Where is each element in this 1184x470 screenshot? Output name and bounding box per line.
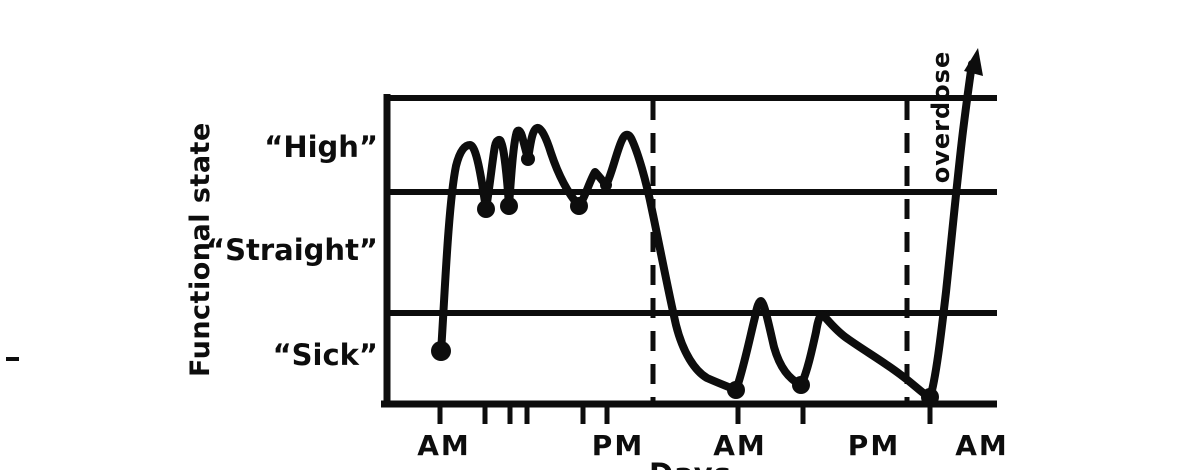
y-label-high: “High” — [264, 130, 378, 164]
injection-dot — [600, 179, 612, 191]
y-label-straight: “Straight” — [206, 233, 378, 267]
injection-dot — [921, 388, 939, 406]
x-label-pm-1: PM — [591, 429, 645, 462]
x-label-am-1: AM — [417, 429, 471, 462]
x-label-pm-2: PM — [847, 429, 901, 462]
state-curve — [437, 60, 976, 402]
overdose-arrowhead — [964, 48, 983, 76]
x-label-am-3: AM — [955, 429, 1009, 462]
injection-dot — [477, 200, 495, 218]
scan-artifact-mark — [6, 357, 19, 361]
injection-dot — [521, 152, 535, 166]
x-axis-title: Days — [649, 457, 732, 470]
injection-dot — [431, 341, 451, 361]
overdose-annotation: overdose — [927, 50, 955, 184]
x-label-am-2: AM — [713, 429, 767, 462]
injection-dots — [431, 152, 939, 406]
injection-dot — [792, 376, 810, 394]
injection-dot — [570, 197, 588, 215]
y-label-sick: “Sick” — [272, 338, 378, 372]
injection-dot — [727, 381, 745, 399]
injection-dot — [500, 197, 518, 215]
x-axis-ticks — [437, 404, 933, 424]
